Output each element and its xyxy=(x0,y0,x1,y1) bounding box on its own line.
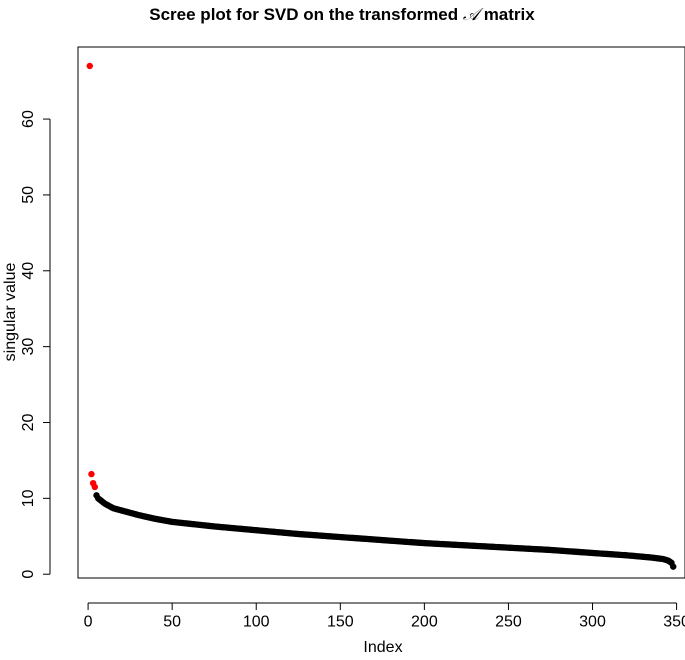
chart-title-symbol: 𝒜 xyxy=(463,5,484,25)
y-axis: 0 10 20 30 40 50 60 xyxy=(20,110,51,579)
x-tick-label: 350 xyxy=(663,613,685,630)
plot-frame xyxy=(77,46,685,579)
data-point xyxy=(670,563,677,570)
x-tick-label: 300 xyxy=(579,613,606,630)
y-tick-label: 20 xyxy=(20,413,37,431)
y-tick-label: 50 xyxy=(20,186,37,204)
y-axis-label: singular value xyxy=(2,263,19,362)
highlighted-data-point xyxy=(88,470,95,478)
y-tick-label: 0 xyxy=(20,570,37,579)
x-tick-label: 200 xyxy=(411,613,438,630)
x-tick-label: 50 xyxy=(163,613,181,630)
x-tick-label: 250 xyxy=(495,613,522,630)
y-tick-label: 10 xyxy=(20,489,37,507)
x-axis: 0 50 100 150 200 250 300 350 xyxy=(84,602,685,630)
highlighted-data-point xyxy=(86,62,93,70)
x-tick-label: 0 xyxy=(84,613,93,630)
highlighted-data-point xyxy=(91,483,99,491)
y-tick-label: 60 xyxy=(20,110,37,128)
y-tick-label: 40 xyxy=(20,262,37,280)
x-tick-label: 100 xyxy=(243,613,270,630)
chart-title: Scree plot for SVD on the transformed 𝒜 … xyxy=(149,5,535,25)
x-tick-label: 150 xyxy=(327,613,354,630)
x-axis-label: Index xyxy=(363,639,402,656)
y-tick-label: 30 xyxy=(20,338,37,356)
data-points xyxy=(86,62,677,570)
